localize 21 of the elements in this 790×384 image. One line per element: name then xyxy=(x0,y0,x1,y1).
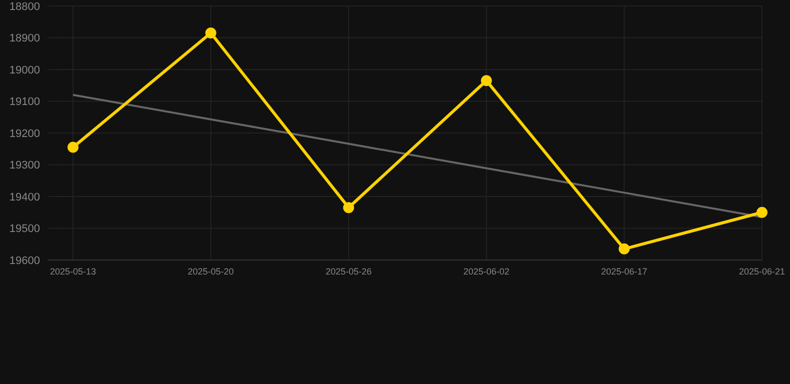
x-tick-label: 2025-05-26 xyxy=(326,266,372,276)
point xyxy=(480,75,492,86)
y-tick-label: 19500 xyxy=(9,223,40,236)
y-tick-label: 18900 xyxy=(9,32,40,45)
x-tick-label: 2025-06-17 xyxy=(601,266,648,276)
y-tick-label: 19300 xyxy=(9,160,40,172)
point xyxy=(618,243,630,254)
point xyxy=(343,202,354,214)
y-tick-label: 18800 xyxy=(9,0,40,13)
x-tick-label: 2025-05-13 xyxy=(50,266,96,276)
y-tick-label: 19400 xyxy=(9,191,40,204)
x-tick-label: 2025-06-21 xyxy=(738,266,786,276)
point xyxy=(756,206,768,218)
point xyxy=(205,27,216,38)
x-tick-label: 2025-05-20 xyxy=(188,266,234,276)
point xyxy=(68,142,78,153)
x-tick-label: 2025-06-02 xyxy=(463,266,510,276)
y-tick-label: 19600 xyxy=(9,254,40,267)
y-tick-label: 19000 xyxy=(9,64,40,76)
y-tick-label: 19200 xyxy=(9,128,40,140)
y-tick-label: 19100 xyxy=(9,96,40,108)
